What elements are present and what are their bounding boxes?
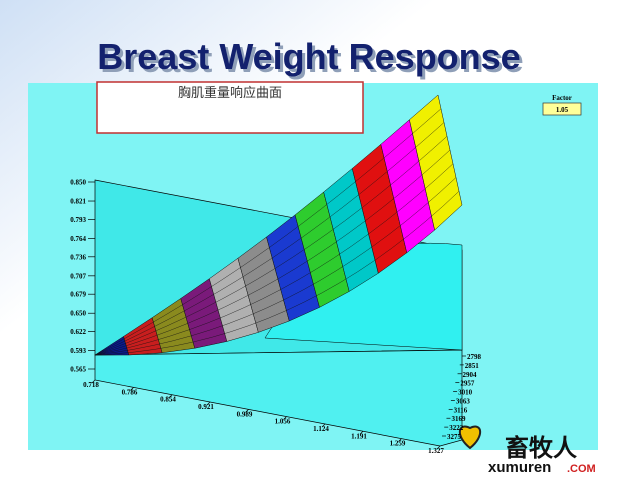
y-tick-label: 3063 — [456, 397, 471, 405]
x-tick-label: 0.989 — [237, 410, 253, 418]
x-tick-label: 1.124 — [313, 425, 329, 433]
annotation: 胸肌重量响应曲面 — [178, 85, 282, 100]
factor-value: 1.05 — [556, 106, 569, 114]
y-tick-label: 2798 — [467, 353, 482, 361]
surface-band — [409, 94, 463, 231]
title: Breast Weight Response — [97, 36, 520, 77]
x-tick-label: 0.786 — [122, 388, 138, 396]
z-tick-label: 0.736 — [70, 253, 86, 261]
watermark-name: 畜牧人 — [505, 434, 577, 462]
x-tick-label: 0.854 — [160, 396, 176, 404]
y-tick-label: 2904 — [463, 371, 478, 379]
x-tick — [398, 438, 402, 442]
surface-grid — [94, 136, 448, 356]
x-tick — [283, 416, 287, 420]
x-tick — [130, 387, 134, 391]
z-tick-label: 0.622 — [70, 328, 86, 336]
x-tick — [436, 445, 441, 450]
x-tick — [245, 409, 249, 413]
floor — [94, 349, 463, 447]
y-tick-label: 2957 — [460, 380, 475, 388]
annotation-box — [96, 81, 364, 134]
factor-label: Factor — [552, 94, 572, 102]
y-tick-label: 3010 — [458, 389, 473, 397]
watermark-icon — [458, 425, 482, 450]
x-tick-label: 1.327 — [428, 447, 444, 455]
surface-grid — [94, 177, 457, 356]
x-tick-label: 0.718 — [83, 381, 99, 389]
x-tick — [321, 423, 326, 428]
surface-grid — [94, 108, 442, 356]
x-tick — [359, 431, 364, 435]
y-tick-label: 3116 — [454, 406, 468, 414]
z-tick-label: 0.707 — [70, 272, 86, 280]
y-tick-label: 3169 — [451, 415, 466, 423]
x-tick-label: 1.191 — [351, 432, 367, 440]
x-tick — [91, 379, 96, 384]
surface-grid — [94, 191, 460, 356]
y-tick-label: 3275 — [447, 433, 462, 441]
title-shadow: Breast Weight Response — [100, 39, 523, 80]
z-tick-label: 0.821 — [70, 198, 86, 206]
surface-grid — [94, 163, 454, 356]
x-tick-label: 1.259 — [390, 440, 406, 448]
watermark-tld: .COM — [567, 463, 596, 475]
z-tick-label: 0.764 — [70, 235, 86, 243]
x-tick-label: 1.056 — [275, 418, 291, 426]
factor-box — [542, 102, 582, 116]
x-tick-label: 0.921 — [198, 403, 214, 411]
z-tick-label: 0.850 — [70, 179, 86, 187]
surface-grid — [94, 149, 451, 356]
z-tick-label: 0.565 — [70, 366, 86, 374]
watermark: 畜牧人 xumuren .COM — [458, 425, 596, 476]
x-tick — [206, 401, 211, 406]
z-tick-label: 0.650 — [70, 310, 86, 318]
z-tick-label: 0.679 — [70, 291, 86, 299]
z-tick-label: 0.793 — [70, 216, 86, 224]
plot — [94, 94, 463, 447]
x-tick — [168, 394, 173, 398]
surface-grid — [94, 122, 445, 356]
watermark-site: xumuren — [488, 459, 551, 476]
y-tick-label: 3222 — [449, 424, 464, 432]
y-tick-label: 2851 — [465, 362, 480, 370]
z-tick-label: 0.593 — [70, 347, 86, 355]
